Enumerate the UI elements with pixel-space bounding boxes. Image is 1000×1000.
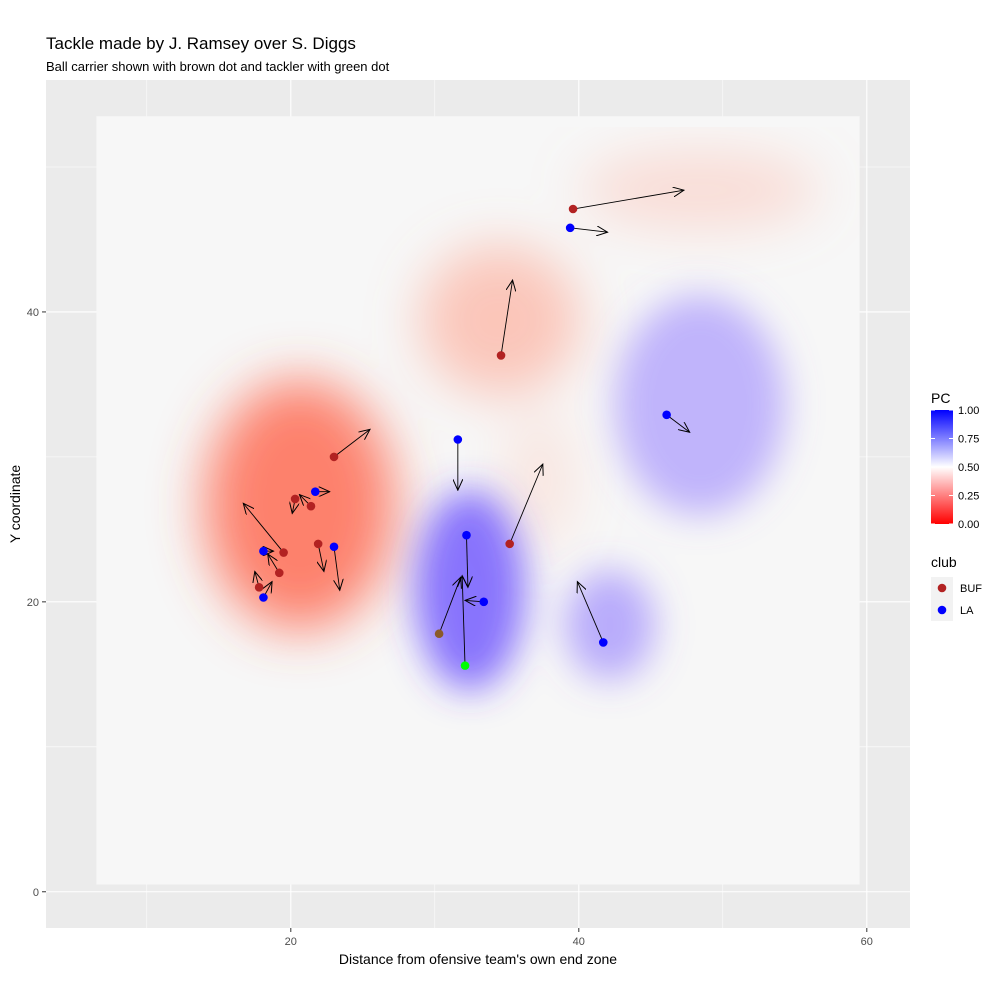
player-point-la (453, 435, 463, 444)
velocity-arrow-la (570, 228, 607, 232)
player-point-buf (329, 452, 339, 462)
velocity-arrow-la (666, 414, 690, 432)
y-tick-label: 20 (27, 597, 39, 609)
color-legend-label-la: LA (960, 605, 974, 617)
velocity-arrow-la (577, 582, 604, 643)
player-point-buf (274, 568, 284, 578)
x-tick-label: 40 (573, 936, 585, 948)
velocity-arrow-buf (509, 464, 543, 545)
velocity-arrow-buf (333, 429, 370, 458)
player-point-buf (496, 351, 506, 360)
velocity-arrow-tackler (462, 576, 465, 666)
player-point-buf (568, 204, 578, 214)
color-legend-label-buf: BUF (960, 583, 982, 595)
velocity-arrow-buf (572, 190, 684, 210)
player-point-la (662, 410, 671, 420)
color-legend-dot-la (937, 605, 947, 615)
color-legend-dot-buf (937, 583, 947, 593)
player-point-buf (505, 539, 514, 549)
fill-legend-tick-label: 0.25 (958, 491, 979, 503)
player-point-la (598, 638, 608, 647)
player-point-buf (313, 539, 323, 549)
fill-legend-tick-label: 0.50 (958, 462, 979, 474)
player-point-la (462, 530, 471, 540)
y-tick-label: 40 (27, 307, 39, 319)
player-point-buf (279, 548, 288, 557)
color-legend-title: club (931, 554, 957, 570)
player-point-la (310, 487, 320, 496)
velocity-arrow-la (466, 535, 467, 587)
player-point-la (259, 546, 268, 556)
chart-title: Tackle made by J. Ramsey over S. Diggs (46, 34, 356, 53)
y-tick-label: 0 (33, 887, 39, 899)
velocity-arrow-ball-carrier (438, 577, 461, 634)
heatmap-blue-zones (415, 295, 785, 690)
x-tick-label: 60 (861, 936, 873, 948)
player-point-buf (290, 494, 300, 504)
fill-legend-ticks: 1.00 0.75 0.50 0.25 0.00 (931, 405, 979, 531)
fill-legend: PC 1.00 0.75 0.50 0.25 0.00 (931, 390, 979, 531)
y-axis-title: Y coordinate (7, 465, 23, 544)
player-point-buf (254, 583, 264, 592)
fill-legend-tick-label: 1.00 (958, 405, 979, 417)
player-point-ball-carrier (434, 629, 444, 639)
player-points (254, 204, 671, 670)
velocity-arrow-buf (318, 543, 324, 572)
velocity-arrow-buf (243, 503, 284, 553)
player-point-la (259, 593, 268, 602)
x-axis-title: Distance from ofensive team's own end zo… (339, 951, 617, 967)
color-legend: club BUF LA (931, 554, 982, 621)
x-axis-ticks: 20 40 60 (285, 928, 873, 948)
fill-legend-tick-label: 0.75 (958, 434, 979, 446)
fill-legend-title: PC (931, 390, 950, 406)
fill-legend-tick-label: 0.00 (958, 519, 979, 531)
player-point-la (329, 542, 339, 552)
player-point-la (479, 597, 489, 607)
velocity-arrow-la (334, 546, 340, 590)
color-legend-entries: BUF LA (931, 577, 982, 621)
y-axis-ticks: 0 20 40 (27, 307, 46, 899)
chart-subtitle: Ball carrier shown with brown dot and ta… (46, 59, 390, 74)
fill-legend-colorbar (931, 410, 953, 524)
player-point-buf (306, 501, 316, 511)
x-tick-label: 20 (285, 936, 297, 948)
player-point-la (565, 223, 575, 233)
velocity-arrow-buf (500, 280, 513, 356)
player-point-tackler (460, 661, 470, 670)
